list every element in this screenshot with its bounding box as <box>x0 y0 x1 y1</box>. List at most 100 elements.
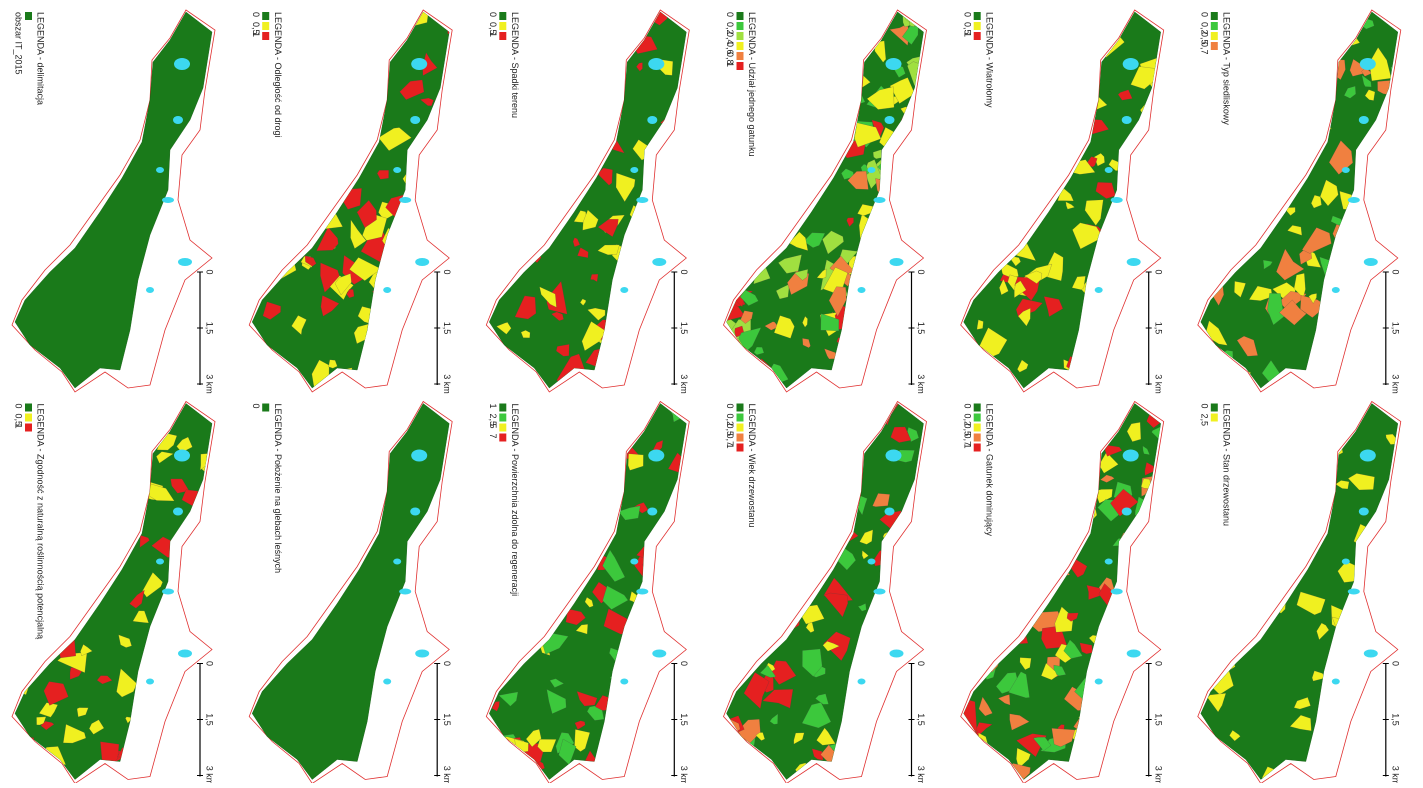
patch <box>865 753 887 773</box>
patch <box>1370 667 1397 698</box>
patch <box>823 441 837 462</box>
legend-swatch <box>25 424 32 432</box>
patch <box>1126 701 1136 714</box>
patch <box>21 750 35 776</box>
patch <box>540 120 553 131</box>
patch <box>680 152 692 167</box>
patch <box>1061 511 1076 534</box>
patch <box>767 15 785 36</box>
map-panel: LEGENDA - Powierzchnia zdolna do regener… <box>479 402 699 784</box>
scale-label: 3 km <box>1153 766 1163 783</box>
legend-title: LEGENDA - Zgodność z naturalną roślinnoś… <box>36 404 46 640</box>
legend: LEGENDA - Wiatrołomy00,51 <box>962 12 994 108</box>
patch <box>796 119 805 125</box>
patch <box>728 509 740 522</box>
patch <box>419 340 439 359</box>
patch <box>726 628 747 646</box>
patch <box>778 11 801 31</box>
lake <box>890 650 904 658</box>
patch <box>484 193 497 203</box>
patch <box>1207 648 1217 656</box>
patch <box>816 489 843 520</box>
patch <box>443 83 454 97</box>
patch <box>1312 18 1319 29</box>
patch <box>1196 241 1211 267</box>
patch <box>76 557 84 563</box>
lake <box>885 508 895 516</box>
patch <box>69 476 81 487</box>
patch <box>1283 131 1310 149</box>
patch <box>869 23 881 30</box>
lake <box>411 58 427 70</box>
patch <box>289 138 307 164</box>
lake <box>1348 197 1360 203</box>
legend-label: 1 <box>488 32 498 37</box>
patch <box>119 482 140 510</box>
lake <box>652 650 666 658</box>
patch <box>1312 402 1340 423</box>
scale-label: 3 km <box>916 374 926 394</box>
patch <box>977 752 992 765</box>
patch <box>481 113 498 135</box>
patch <box>541 91 550 99</box>
patch <box>666 154 689 169</box>
patch <box>1261 145 1272 159</box>
patch <box>105 448 115 468</box>
patch <box>961 510 980 539</box>
patch <box>1034 129 1046 146</box>
patch <box>344 150 351 157</box>
patch <box>544 539 562 552</box>
patch <box>917 124 927 134</box>
patch <box>1000 533 1009 545</box>
patch <box>614 418 630 435</box>
patch <box>561 59 583 84</box>
patch <box>504 742 513 755</box>
patch <box>1260 140 1277 161</box>
lake <box>647 116 657 124</box>
map-panel: LEGENDA - Zgodność z naturalną roślinnoś… <box>4 396 226 783</box>
patch <box>643 347 663 371</box>
legend-label: 1 <box>725 444 735 449</box>
patch <box>1024 535 1040 550</box>
patch <box>1039 450 1068 483</box>
patch <box>664 341 691 357</box>
patch <box>802 76 814 82</box>
patch <box>1389 579 1403 591</box>
patch <box>425 282 435 289</box>
patch <box>1030 487 1038 499</box>
patch <box>1193 552 1213 570</box>
patch <box>1002 543 1016 559</box>
patch <box>719 580 737 599</box>
patch <box>1010 512 1017 520</box>
scale-label: 1,5 <box>916 322 926 335</box>
patch <box>1270 19 1294 38</box>
scale-label: 3 km <box>1390 766 1400 783</box>
patch <box>1304 449 1319 472</box>
patch <box>1220 350 1233 361</box>
scale-label: 3 km <box>679 766 689 783</box>
scale-label: 1,5 <box>442 322 452 335</box>
lake <box>1342 559 1350 565</box>
patch <box>1005 143 1021 159</box>
legend-label: 5 <box>488 424 498 429</box>
lake <box>411 450 427 462</box>
patch <box>506 145 519 157</box>
lake <box>1360 58 1376 70</box>
lake <box>410 508 420 516</box>
legend: LEGENDA - Spadki terenu00,51 <box>488 12 520 118</box>
patch <box>550 125 573 150</box>
lake <box>1111 589 1123 595</box>
patch <box>318 35 330 55</box>
lake <box>178 650 192 658</box>
scale-label: 0 <box>1153 269 1163 274</box>
lake <box>1111 197 1123 203</box>
lake <box>648 450 664 462</box>
patch <box>497 614 513 638</box>
patch <box>818 499 838 517</box>
legend: LEGENDA - Odległość od drogi00,51 <box>251 12 283 138</box>
patch <box>1115 354 1133 383</box>
patch <box>664 171 688 191</box>
patch <box>1386 737 1400 752</box>
patch <box>1369 314 1391 333</box>
lake <box>1360 450 1376 462</box>
